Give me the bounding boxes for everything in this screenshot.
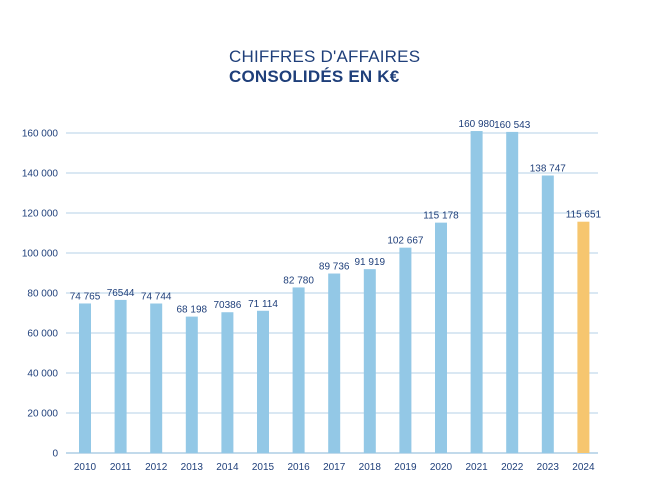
data-label-2013: 68 198 <box>177 305 208 316</box>
x-tick-label-2016: 2016 <box>287 462 310 473</box>
y-tick-label: 20 000 <box>27 409 58 420</box>
data-label-2020: 115 178 <box>423 211 459 222</box>
data-label-2022: 160 543 <box>494 120 531 131</box>
y-tick-label: 100 000 <box>22 249 59 260</box>
y-tick-label: 140 000 <box>22 169 59 180</box>
x-tick-label-2024: 2024 <box>572 462 595 473</box>
bar-2019 <box>399 247 412 453</box>
bar-2022 <box>506 131 519 453</box>
x-tick-label-2014: 2014 <box>216 462 239 473</box>
data-label-2017: 89 736 <box>319 262 350 273</box>
bar-2016 <box>292 287 305 453</box>
data-label-2016: 82 780 <box>283 275 314 286</box>
bar-2018 <box>363 269 376 453</box>
x-tick-label-2018: 2018 <box>359 462 382 473</box>
data-label-2011: 76544 <box>107 288 135 299</box>
bar-2017 <box>328 273 341 453</box>
y-tick-label: 60 000 <box>27 329 58 340</box>
x-tick-label-2023: 2023 <box>537 462 560 473</box>
x-tick-label-2021: 2021 <box>465 462 488 473</box>
bar-2010 <box>79 303 91 453</box>
bar-2021 <box>470 131 483 454</box>
data-label-2018: 91 919 <box>355 257 386 268</box>
x-tick-label-2011: 2011 <box>110 462 132 473</box>
y-tick-label: 80 000 <box>27 289 58 300</box>
chart-title: CHIFFRES D'AFFAIRES CONSOLIDÉS EN K€ <box>229 47 420 86</box>
bar-2014 <box>221 312 234 453</box>
bar-2015 <box>257 310 269 453</box>
chart-title-line1: CHIFFRES D'AFFAIRES <box>229 47 421 66</box>
data-label-2024: 115 651 <box>566 210 602 221</box>
data-label-2015: 71 114 <box>248 299 278 310</box>
x-tick-label-2019: 2019 <box>394 462 417 473</box>
bar-2024 <box>577 221 590 453</box>
y-tick-label: 0 <box>52 449 58 460</box>
x-tick-label-2022: 2022 <box>501 462 524 473</box>
bar-2012 <box>150 303 163 453</box>
x-tick-label-2020: 2020 <box>430 462 453 473</box>
data-label-2021: 160 980 <box>459 119 496 130</box>
data-label-2019: 102 667 <box>387 236 424 247</box>
bar-2020 <box>435 222 447 453</box>
data-label-2010: 74 765 <box>70 291 101 302</box>
x-tick-label-2013: 2013 <box>181 462 204 473</box>
bar-2023 <box>541 175 554 454</box>
x-tick-label-2015: 2015 <box>252 462 275 473</box>
x-tick-label-2017: 2017 <box>323 462 346 473</box>
data-label-2014: 70386 <box>213 300 241 311</box>
y-tick-label: 160 000 <box>22 129 59 140</box>
y-tick-label: 40 000 <box>27 369 58 380</box>
bar-2013 <box>185 316 198 453</box>
data-label-2012: 74 744 <box>141 292 172 303</box>
chart-title-line2: CONSOLIDÉS EN K€ <box>229 66 400 86</box>
y-tick-label: 120 000 <box>22 209 59 220</box>
data-label-2023: 138 747 <box>530 164 567 175</box>
x-tick-label-2010: 2010 <box>74 462 97 473</box>
x-tick-label-2012: 2012 <box>145 462 168 473</box>
bar-2011 <box>114 299 127 453</box>
